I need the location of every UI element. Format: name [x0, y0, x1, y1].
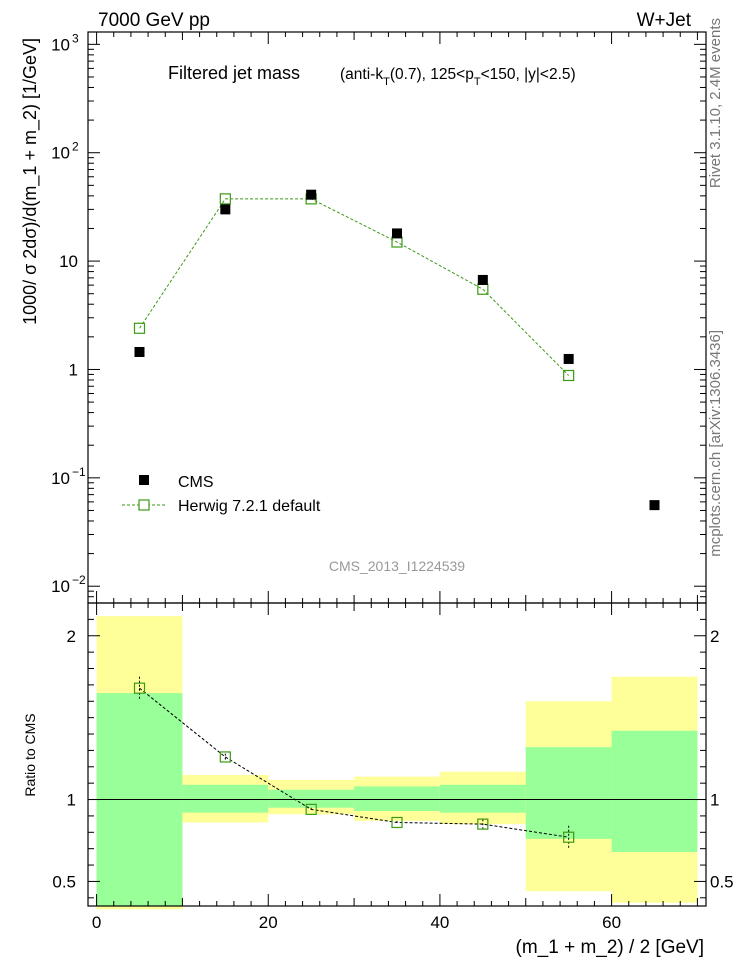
- ratio-x-tick-label: 0: [92, 913, 101, 932]
- rivet-label: Rivet 3.1.10, 2.4M events: [707, 18, 724, 188]
- ratio-x-tick-label: 40: [430, 913, 449, 932]
- ratio-herwig-point: [219, 751, 231, 763]
- main-y-tick-exponent: −1: [72, 465, 86, 479]
- analysis-id-label: CMS_2013_I1224539: [329, 558, 465, 574]
- ratio-y-tick-label-left: 0.5: [52, 872, 76, 891]
- ratio-x-axis-label: (m_1 + m_2) / 2 [GeV]: [516, 937, 705, 958]
- ratio-y-tick-label-left: 1: [67, 791, 76, 810]
- main-title: Filtered jet mass: [168, 63, 300, 83]
- main-y-tick-label: 1: [69, 360, 78, 379]
- header-right-label: W+Jet: [637, 10, 692, 31]
- main-subtitle: (anti-kT(0.7), 125<pT<150, |y|<2.5): [340, 66, 576, 88]
- ratio-herwig-point: [305, 803, 317, 815]
- cms-point: [306, 189, 317, 200]
- band-inner-6: [611, 730, 698, 852]
- main-y-tick-label: 10: [51, 144, 70, 163]
- herwig-line: [139, 198, 570, 376]
- main-y-tick-exponent: −2: [72, 573, 86, 587]
- ratio-herwig-point: [133, 682, 146, 694]
- legend-marker-herwig: [138, 499, 150, 511]
- main-plot-frame: [87, 31, 707, 604]
- ratio-herwig-line: [139, 687, 569, 838]
- legend-marker-cms: [139, 475, 149, 485]
- legend-label-cms: CMS: [178, 474, 214, 491]
- header-left-label: 7000 GeV pp: [98, 10, 210, 31]
- band-inner-3: [354, 786, 440, 812]
- band-inner-1: [182, 784, 269, 813]
- main-y-tick-label: 10: [51, 577, 70, 596]
- ratio-herwig-point: [477, 818, 489, 830]
- legend-label-herwig: Herwig 7.2.1 default: [178, 498, 321, 515]
- herwig-point: [133, 322, 146, 334]
- band-inner-5: [525, 747, 612, 839]
- ratio-herwig-point: [391, 816, 403, 829]
- main-y-tick-exponent: 2: [72, 140, 79, 154]
- main-y-tick-label: 10: [59, 252, 78, 271]
- cms-point: [220, 204, 231, 215]
- ratio-x-tick-label: 60: [602, 913, 621, 932]
- band-inner-2: [268, 789, 355, 808]
- herwig-point: [563, 369, 575, 382]
- mcplots-label: mcplots.cern.ch [arXiv:1306.3436]: [707, 330, 724, 557]
- ratio-x-tick-label: 20: [259, 913, 278, 932]
- herwig-point: [219, 193, 231, 205]
- ratio-y-axis-label: Ratio to CMS: [22, 713, 38, 796]
- band-inner-4: [439, 784, 526, 813]
- cms-point: [563, 353, 574, 364]
- cms-point: [477, 274, 488, 285]
- ratio-plot-frame: [87, 602, 707, 907]
- cms-point: [392, 228, 402, 239]
- ratio-y-tick-label-right: 1: [710, 791, 719, 810]
- main-y-axis-label: 1000/ σ 2dσ)/d(m_1 + m_2) [1/GeV]: [20, 38, 41, 325]
- ratio-y-tick-label-right: 0.5: [710, 872, 734, 891]
- ratio-y-tick-label-left: 2: [67, 627, 76, 646]
- main-y-tick-exponent: 3: [72, 31, 79, 45]
- main-y-tick-label: 10: [51, 35, 70, 54]
- ratio-herwig-point: [563, 831, 575, 843]
- cms-point: [134, 346, 145, 357]
- ratio-y-tick-label-right: 2: [710, 627, 719, 646]
- cms-point: [649, 500, 660, 511]
- main-y-tick-label: 10: [51, 469, 70, 488]
